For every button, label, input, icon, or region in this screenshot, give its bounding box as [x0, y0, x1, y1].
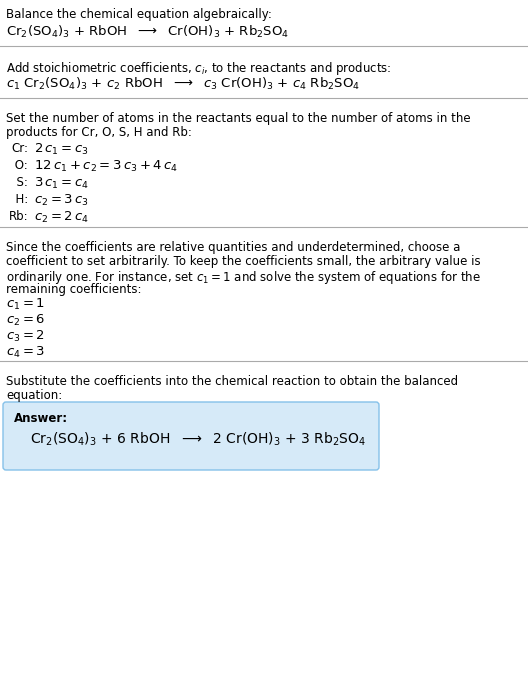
Text: Answer:: Answer:	[14, 412, 68, 425]
Text: Rb:: Rb:	[8, 210, 28, 223]
Text: Since the coefficients are relative quantities and underdetermined, choose a: Since the coefficients are relative quan…	[6, 241, 460, 254]
Text: H:: H:	[8, 193, 28, 206]
Text: $12\,c_1 + c_2 = 3\,c_3 + 4\,c_4$: $12\,c_1 + c_2 = 3\,c_3 + 4\,c_4$	[34, 159, 178, 174]
Text: $c_1$ $\mathrm{Cr_2(SO_4)_3}$ + $c_2$ RbOH  $\longrightarrow$  $c_3$ $\mathrm{Cr: $c_1$ $\mathrm{Cr_2(SO_4)_3}$ + $c_2$ Rb…	[6, 76, 360, 92]
Text: O:: O:	[11, 159, 28, 172]
Text: ordinarily one. For instance, set $c_1 = 1$ and solve the system of equations fo: ordinarily one. For instance, set $c_1 =…	[6, 269, 481, 286]
Text: products for Cr, O, S, H and Rb:: products for Cr, O, S, H and Rb:	[6, 126, 192, 139]
Text: Balance the chemical equation algebraically:: Balance the chemical equation algebraica…	[6, 8, 272, 21]
Text: $\mathrm{Cr_2(SO_4)_3}$ + 6 RbOH  $\longrightarrow$  2 $\mathrm{Cr(OH)_3}$ + 3 $: $\mathrm{Cr_2(SO_4)_3}$ + 6 RbOH $\longr…	[30, 431, 366, 448]
Text: $\mathrm{Cr_2(SO_4)_3}$ + RbOH  $\longrightarrow$  $\mathrm{Cr(OH)_3}$ + $\mathr: $\mathrm{Cr_2(SO_4)_3}$ + RbOH $\longrig…	[6, 24, 289, 40]
Text: S:: S:	[9, 176, 28, 189]
Text: Set the number of atoms in the reactants equal to the number of atoms in the: Set the number of atoms in the reactants…	[6, 112, 470, 125]
Text: equation:: equation:	[6, 389, 62, 402]
Text: Add stoichiometric coefficients, $c_i$, to the reactants and products:: Add stoichiometric coefficients, $c_i$, …	[6, 60, 391, 77]
Text: $c_3 = 2$: $c_3 = 2$	[6, 329, 45, 344]
Text: Substitute the coefficients into the chemical reaction to obtain the balanced: Substitute the coefficients into the che…	[6, 375, 458, 388]
Text: $c_2 = 3\,c_3$: $c_2 = 3\,c_3$	[34, 193, 89, 208]
FancyBboxPatch shape	[3, 402, 379, 470]
Text: $c_4 = 3$: $c_4 = 3$	[6, 345, 45, 360]
Text: coefficient to set arbitrarily. To keep the coefficients small, the arbitrary va: coefficient to set arbitrarily. To keep …	[6, 255, 480, 268]
Text: remaining coefficients:: remaining coefficients:	[6, 283, 142, 296]
Text: Cr:: Cr:	[11, 142, 28, 155]
Text: $c_1 = 1$: $c_1 = 1$	[6, 297, 45, 312]
Text: $c_2 = 6$: $c_2 = 6$	[6, 313, 45, 328]
Text: $c_2 = 2\,c_4$: $c_2 = 2\,c_4$	[34, 210, 89, 225]
Text: $3\,c_1 = c_4$: $3\,c_1 = c_4$	[34, 176, 89, 191]
Text: $2\,c_1 = c_3$: $2\,c_1 = c_3$	[34, 142, 89, 157]
